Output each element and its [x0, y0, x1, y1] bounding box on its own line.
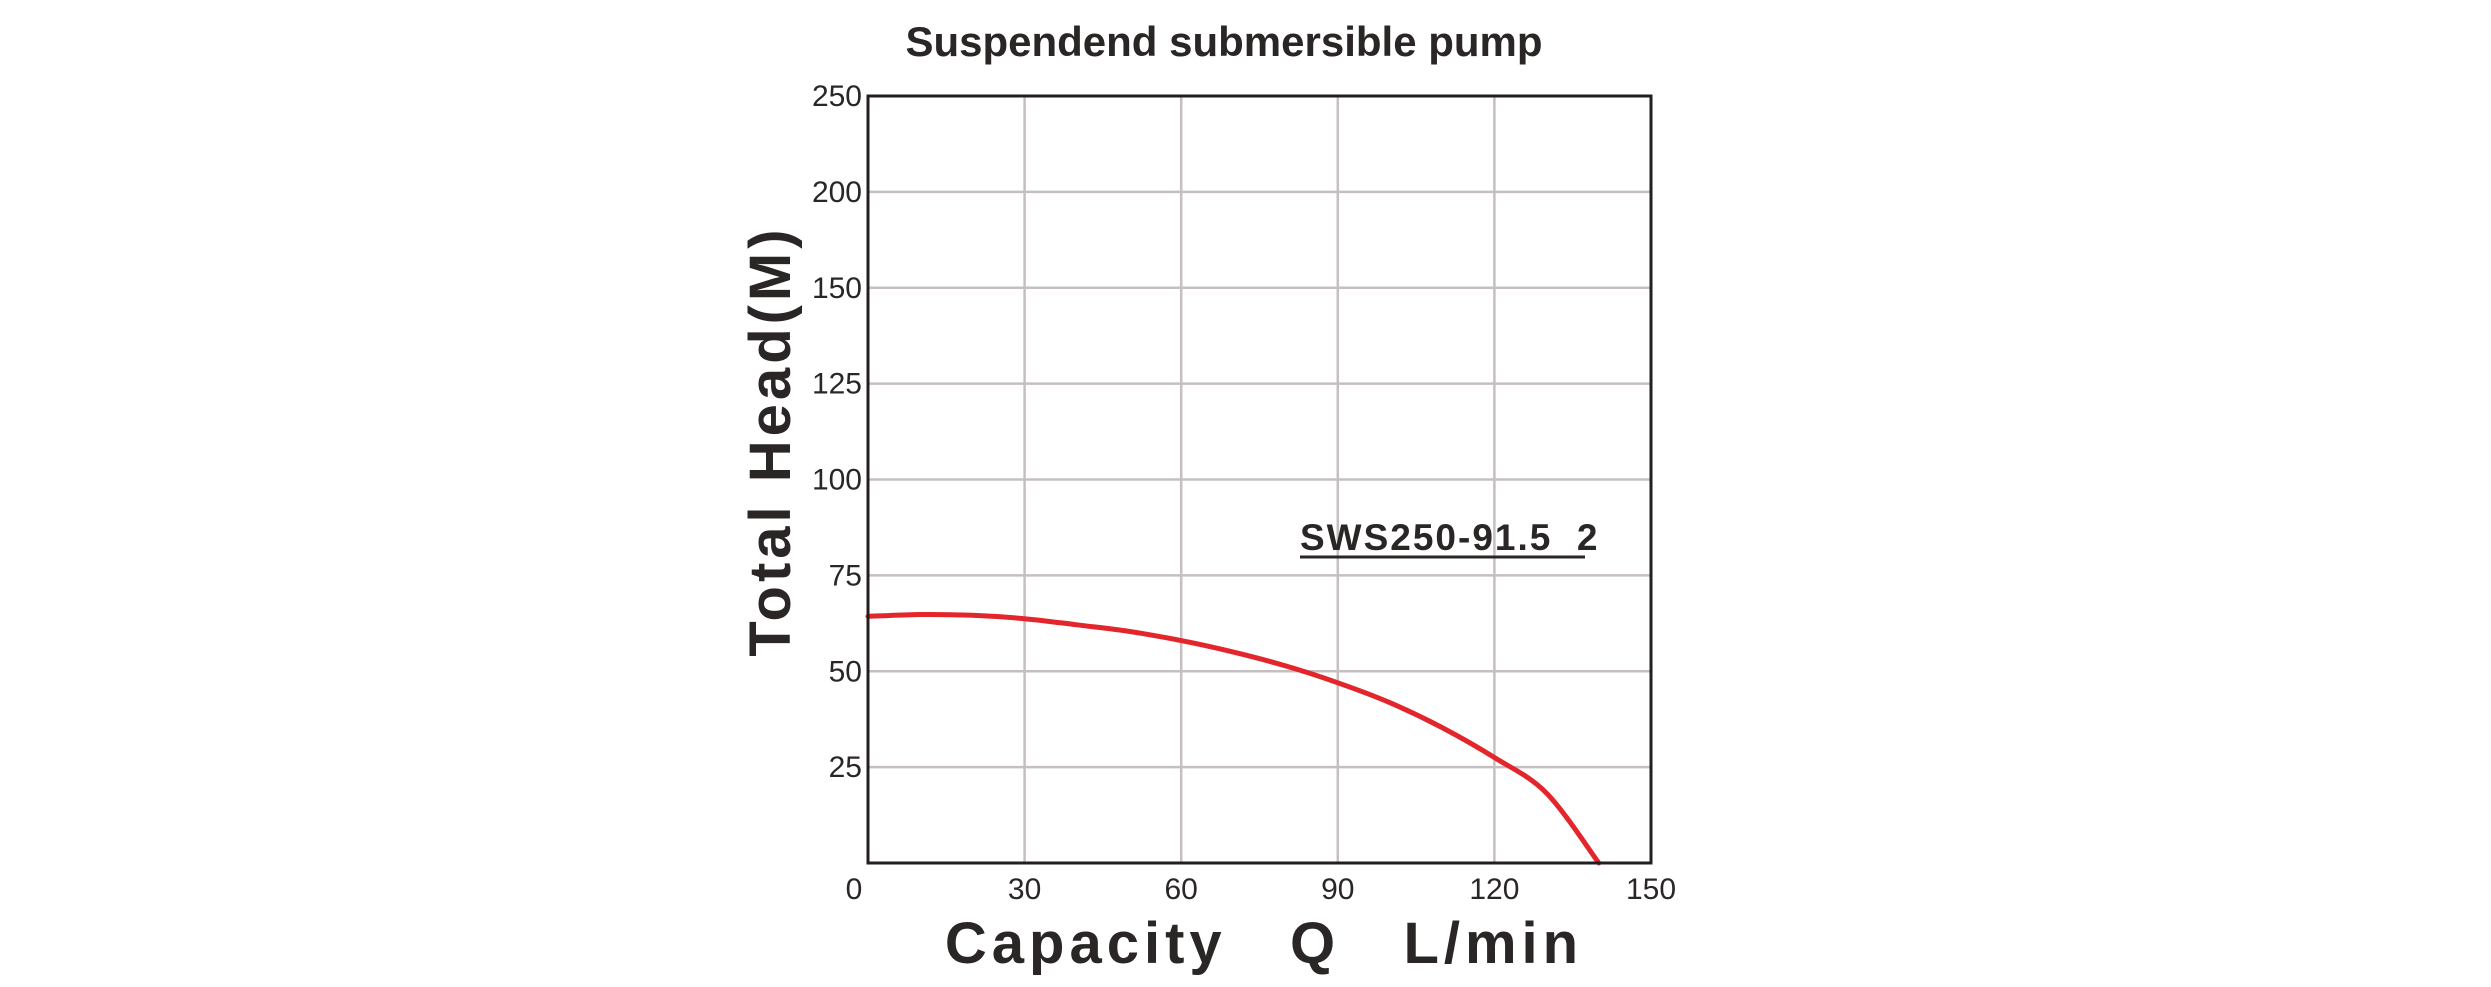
x-tick-label-0: 0 [846, 873, 863, 906]
grid [866, 94, 1653, 865]
y-tick-label-150: 150 [812, 272, 862, 305]
chart-title: Suspendend submersible pump [905, 18, 1542, 65]
series-layer [865, 611, 1602, 866]
x-tick-label-120: 120 [1469, 873, 1519, 906]
plot-frame [866, 94, 1653, 865]
y-tick-label-250: 250 [812, 80, 862, 113]
x-tick-label-60: 60 [1165, 873, 1198, 906]
y-tick-label-25: 25 [829, 751, 862, 784]
x-tick-label-30: 30 [1008, 873, 1041, 906]
y-tick-label-50: 50 [829, 655, 862, 688]
y-tick-label-200: 200 [812, 176, 862, 209]
y-tick-label-100: 100 [812, 464, 862, 497]
series-label: SWS250-91.5 2 [1300, 517, 1599, 558]
y-tick-label-75: 75 [829, 559, 862, 592]
y-axis-label: Total Head(M) [738, 225, 803, 656]
x-tick-label-150: 150 [1626, 873, 1676, 906]
tick-labels: 0 30 60 90 120 150 25 50 75 100 125 150 200 250 [812, 80, 1676, 906]
x-axis-label: Capacity Q L/min [945, 911, 1583, 976]
x-tick-label-90: 90 [1321, 873, 1354, 906]
y-tick-label-125: 125 [812, 368, 862, 401]
series-line-0 [865, 611, 1602, 866]
